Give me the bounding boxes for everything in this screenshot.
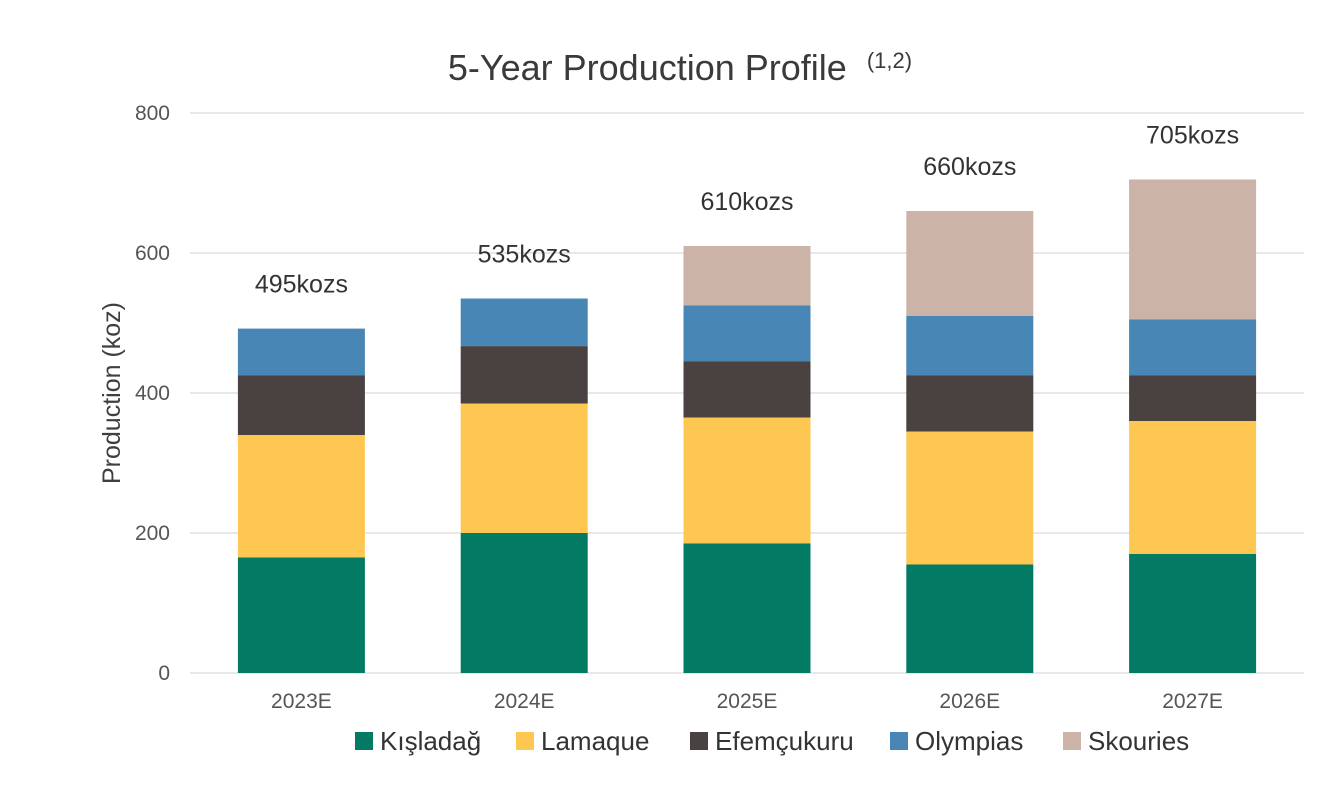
- bar-2024e-series-0: [460, 533, 588, 673]
- bar-2025e-series-2: [683, 361, 811, 418]
- bar-2024e-series-3: [460, 298, 588, 347]
- legend-label-4: Skouries: [1088, 726, 1189, 756]
- x-tick-label-2024e: 2024E: [494, 690, 555, 713]
- bar-2024e-series-2: [460, 346, 588, 404]
- bar-2023e-series-1: [237, 435, 365, 558]
- x-tick-label-2027e: 2027E: [1162, 690, 1223, 713]
- legend-swatch-3: [890, 732, 908, 750]
- bar-2026e-series-1: [906, 431, 1034, 565]
- chart-title: 5-Year Production Profile (1,2): [448, 47, 912, 88]
- y-axis-label: Production (koz): [98, 302, 126, 484]
- bar-2025e-series-3: [683, 305, 811, 362]
- bars-layer: [237, 179, 1257, 673]
- x-tick-label-2025e: 2025E: [717, 690, 778, 713]
- bar-2025e-series-0: [683, 543, 811, 673]
- labels-layer: 0 200 400 600 800 495kozs 2023E 535kozs 2024E 610…: [135, 102, 1239, 713]
- bar-2026e-series-2: [906, 375, 1034, 432]
- legend-label-2: Efemçukuru: [715, 726, 854, 756]
- y-tick-label-800: 800: [135, 102, 170, 125]
- legend-label-0: Kışladağ: [380, 726, 481, 756]
- bar-2025e-series-1: [683, 417, 811, 544]
- y-tick-label-200: 200: [135, 522, 170, 545]
- bar-2027e-series-4: [1129, 179, 1257, 320]
- total-label-2024e: 535kozs: [478, 241, 571, 269]
- legend-swatch-0: [355, 732, 373, 750]
- legend-label-1: Lamaque: [541, 726, 649, 756]
- bar-2026e-series-3: [906, 316, 1034, 376]
- total-label-2023e: 495kozs: [255, 271, 348, 299]
- legend-label-3: Olympias: [915, 726, 1023, 756]
- total-label-2027e: 705kozs: [1146, 122, 1239, 150]
- bar-2023e-series-0: [237, 557, 365, 673]
- y-tick-label-400: 400: [135, 382, 170, 405]
- total-label-2026e: 660kozs: [923, 153, 1016, 181]
- bar-2025e-series-4: [683, 246, 811, 306]
- bar-2027e-series-1: [1129, 421, 1257, 554]
- legend: Kışladağ Lamaque Efemçukuru Olympias Skourie…: [355, 726, 1189, 756]
- x-tick-label-2026e: 2026E: [939, 690, 1000, 713]
- chart-title-main: 5-Year Production Profile: [448, 47, 847, 88]
- bar-2024e-series-1: [460, 403, 588, 533]
- y-tick-label-600: 600: [135, 242, 170, 265]
- legend-swatch-1: [516, 732, 534, 750]
- bar-2023e-series-3: [237, 328, 365, 376]
- bar-2026e-series-4: [906, 211, 1034, 316]
- y-tick-label-0: 0: [158, 662, 170, 685]
- legend-swatch-2: [690, 732, 708, 750]
- bar-2027e-series-0: [1129, 554, 1257, 673]
- total-label-2025e: 610kozs: [700, 188, 793, 216]
- bar-2027e-series-3: [1129, 319, 1257, 376]
- legend-swatch-4: [1063, 732, 1081, 750]
- bar-2023e-series-2: [237, 375, 365, 435]
- bar-2027e-series-2: [1129, 375, 1257, 421]
- chart-title-superscript: (1,2): [867, 48, 912, 73]
- x-tick-label-2023e: 2023E: [271, 690, 332, 713]
- bar-2026e-series-0: [906, 564, 1034, 673]
